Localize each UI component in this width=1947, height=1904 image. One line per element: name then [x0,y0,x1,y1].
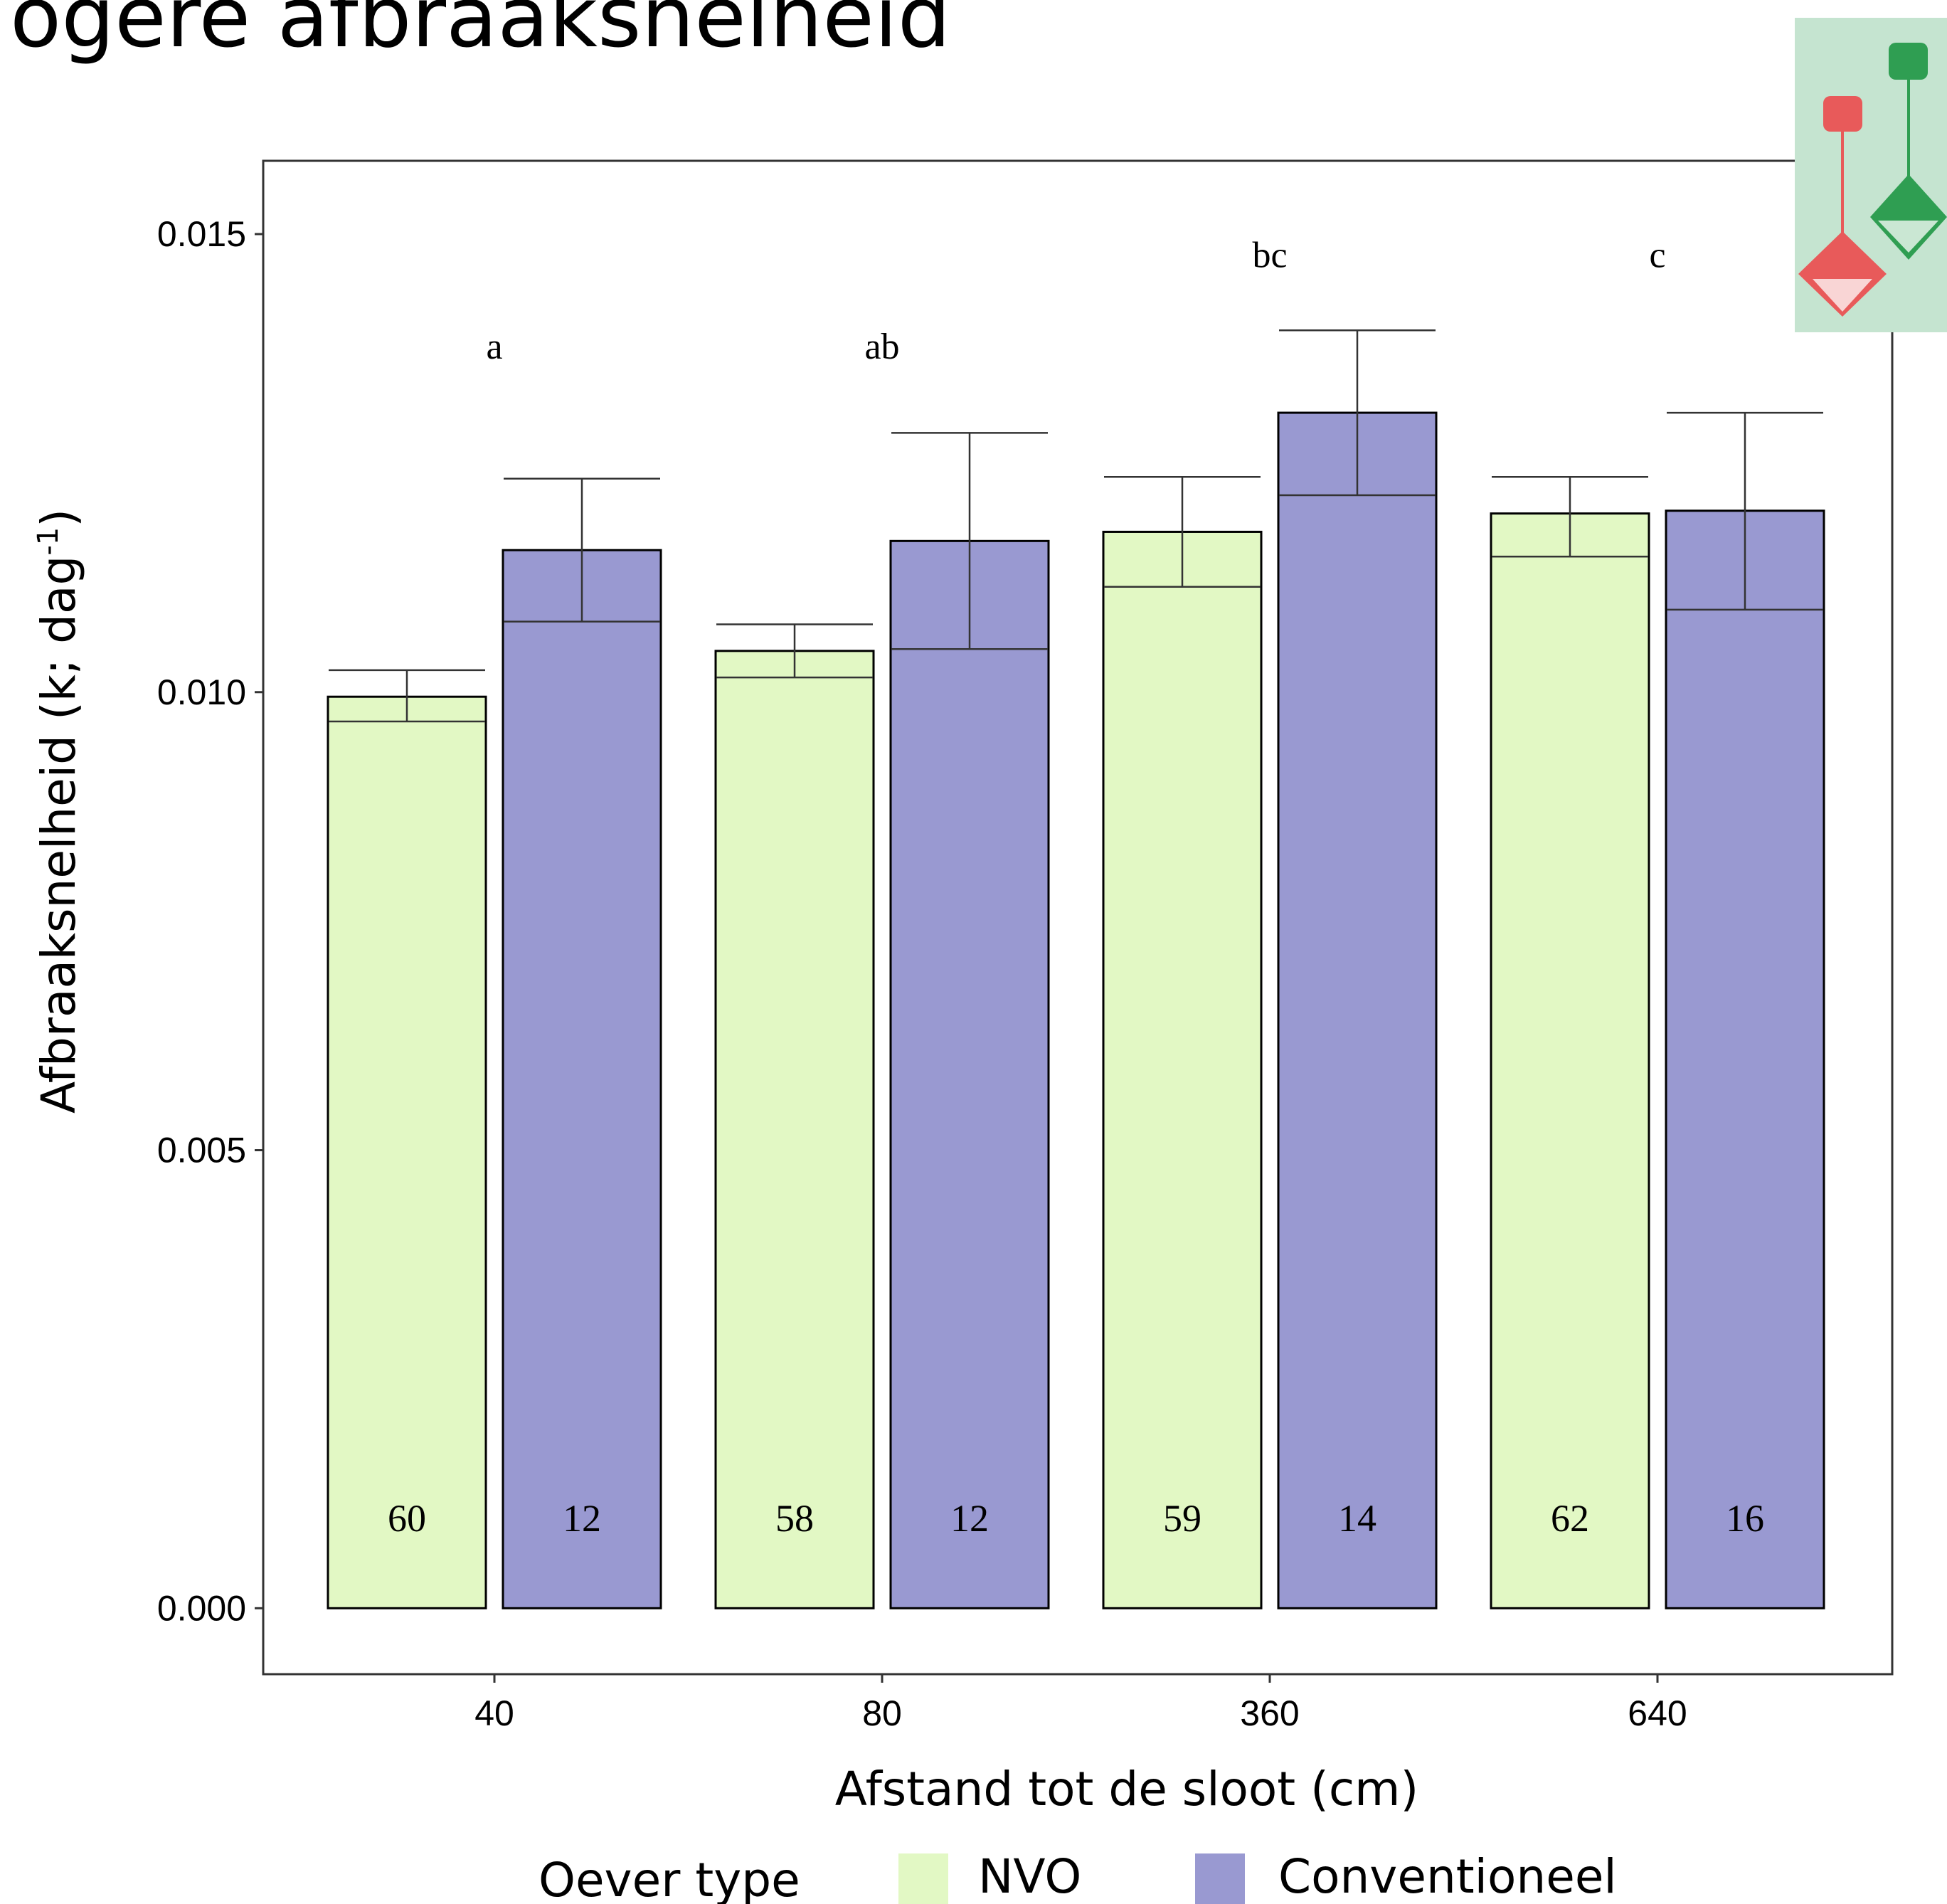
bars-layer [327,411,1825,1609]
bar-nvo-40 [327,695,487,1609]
legend-swatch-conventioneel [1195,1853,1245,1904]
bar-conventioneel-640 [1665,509,1825,1609]
bar-conventioneel-40 [502,549,662,1609]
significance-letter: a [486,327,502,367]
y-axis-title-end: ) [31,509,86,527]
y-tick-label: 0.010 [157,672,246,712]
x-tick-label: 40 [474,1693,514,1733]
legend: Oever type NVO Conventioneel [539,1849,1617,1904]
page-title: ogere afbraaksnelheid [10,0,951,66]
bar-nvo-640 [1490,512,1650,1609]
y-tick-label: 0.005 [157,1131,246,1170]
logo-green-knob [1889,43,1928,80]
legend-label-conventioneel: Conventioneel [1278,1849,1617,1904]
y-axis: 0.000 0.005 0.010 0.015 [157,214,263,1628]
x-axis-title: Afstand tot de sloot (cm) [835,1762,1418,1816]
sample-size-label: 12 [950,1497,989,1540]
logo-green-bag-fill [1878,221,1938,253]
significance-letter: bc [1252,235,1287,275]
x-axis: 40 80 360 640 [474,1674,1687,1733]
bar-nvo-80 [714,650,875,1609]
sample-size-label: 62 [1551,1497,1589,1540]
x-tick-label: 640 [1628,1693,1687,1733]
y-axis-title: Afbraaksnelheid (k; dag-1) [31,509,86,1114]
decomposition-bag-icon [1795,18,1947,332]
x-tick-label: 80 [862,1693,902,1733]
logo-red-knob [1823,96,1862,132]
y-tick-label: 0.000 [157,1588,246,1628]
sample-size-label: 59 [1163,1497,1201,1540]
x-tick-label: 360 [1240,1693,1299,1733]
sample-size-label: 16 [1726,1497,1764,1540]
legend-label-nvo: NVO [978,1849,1081,1904]
error-bars-layer [329,329,1823,723]
logo-red-bag [1798,231,1887,317]
logo-red-bag-fill [1813,279,1872,312]
legend-title: Oever type [539,1853,800,1904]
bar-conventioneel-80 [889,539,1050,1609]
labels-layer: 60 58 59 62 12 12 14 16 a ab bc c [388,235,1764,1540]
y-axis-title-main: Afbraaksnelheid (k; dag [31,556,86,1114]
y-tick-label: 0.015 [157,214,246,254]
significance-letter: ab [864,327,899,367]
legend-swatch-nvo [898,1853,948,1904]
sample-size-label: 14 [1338,1497,1376,1540]
sample-size-label: 12 [563,1497,601,1540]
y-axis-title-sup: -1 [32,527,65,556]
significance-letter: c [1649,235,1665,275]
bar-nvo-360 [1102,530,1263,1609]
sample-size-label: 60 [388,1497,426,1540]
bar-conventioneel-360 [1277,411,1438,1609]
sample-size-label: 58 [775,1497,814,1540]
logo-green-bag [1870,174,1947,260]
